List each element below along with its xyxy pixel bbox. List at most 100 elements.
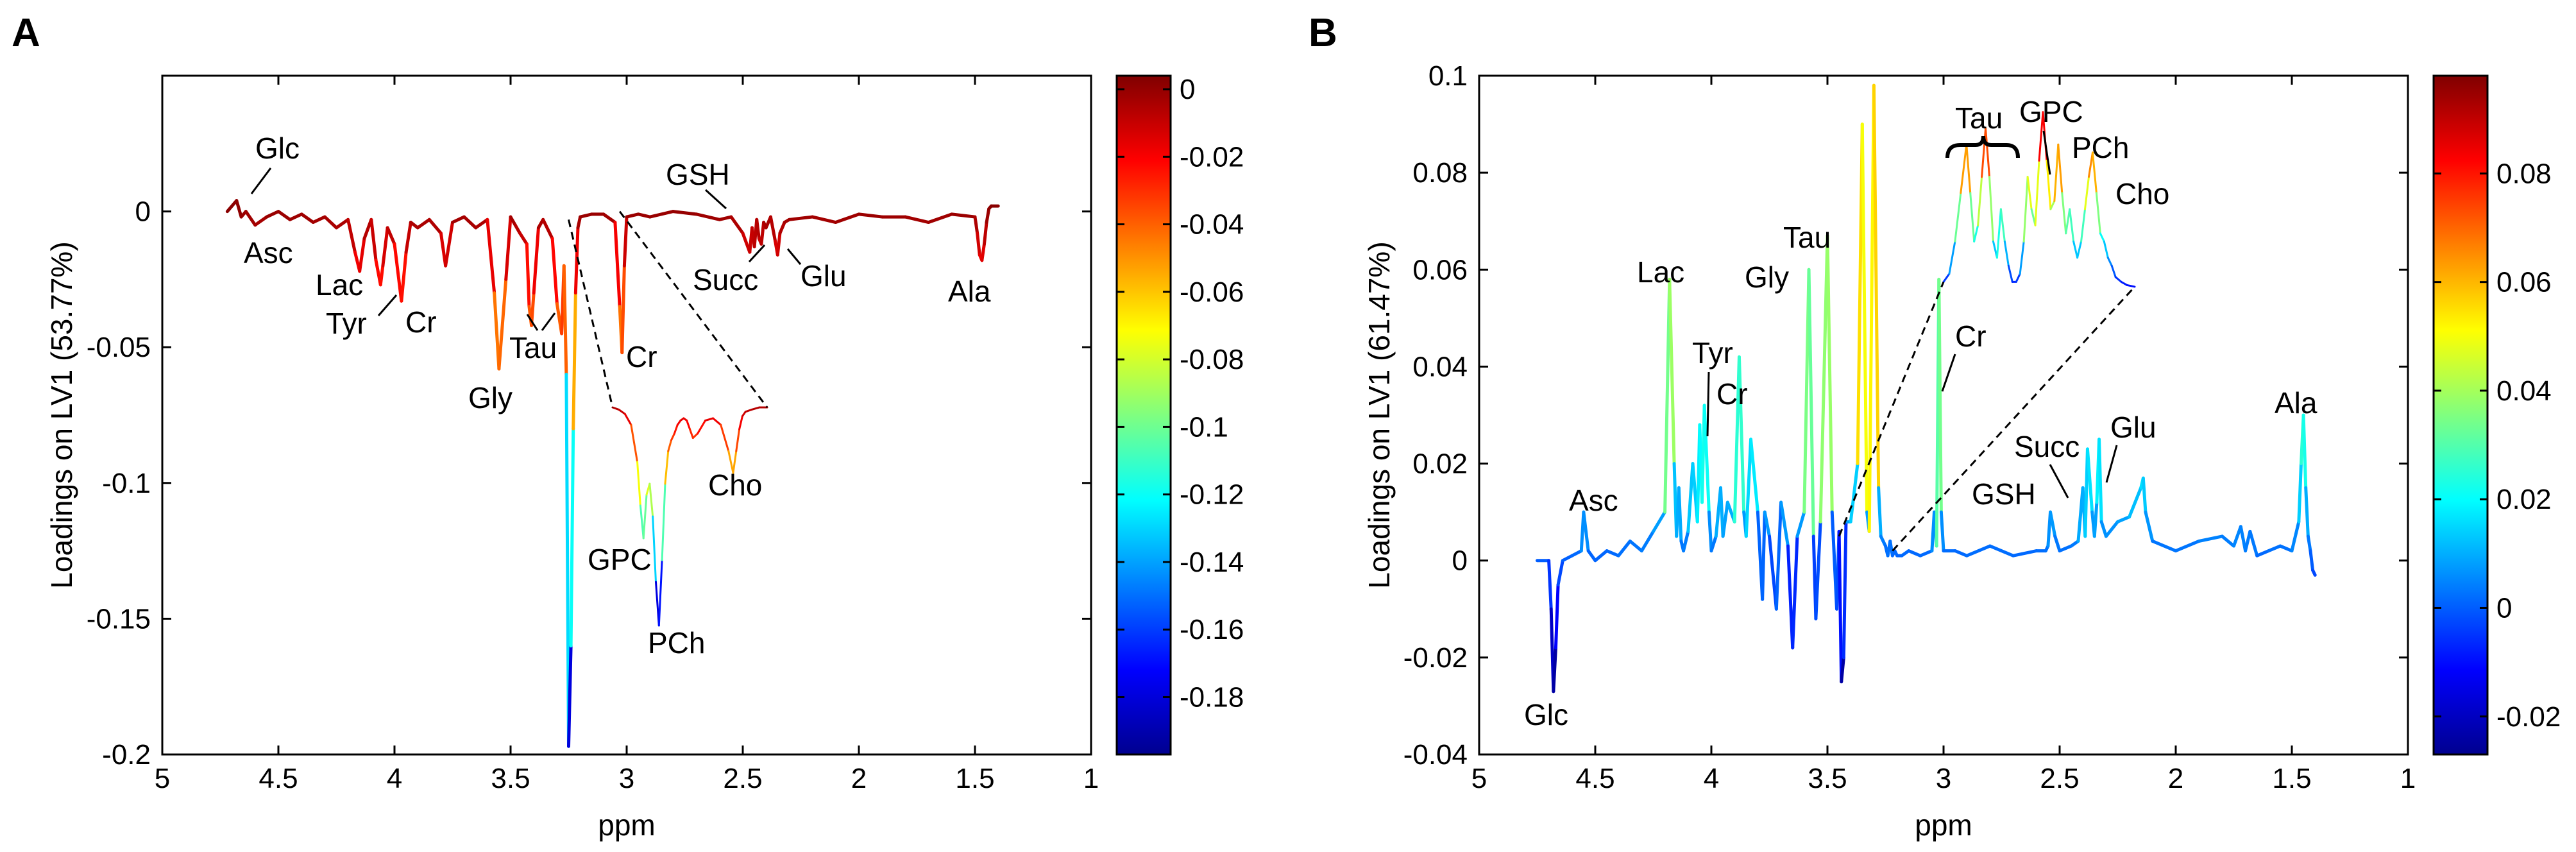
colorbar-tick-label: 0 [2496,592,2512,624]
y-tick-label: 0 [135,196,151,228]
annotation-ala-b: Ala [2275,386,2318,420]
inset-segment [618,408,626,415]
annotation-lac-a: Lac [316,268,363,302]
spectrum-segment [2097,438,2103,524]
spectrum-segment [1814,520,1822,620]
spectrum-segment [2267,544,2282,553]
spectrum-segment [493,291,501,371]
spectrum-segment [1582,510,1590,553]
colorbar-b [2432,74,2489,756]
inset-guide-right [618,210,768,408]
annotation-succ-a: Succ [693,263,758,296]
inset-segment [623,413,632,426]
inset-segment [732,450,738,474]
inset-segment [738,415,743,430]
spectrum-segment [1570,549,1583,558]
spectrum-segment [1807,268,1815,538]
spectrum-segment [2144,510,2155,543]
colorbar-tick-label: -0.1 [1180,411,1228,443]
spectrum-segment [1640,529,1655,553]
x-tick-label: 1 [1083,763,1099,794]
y-tick-label: -0.15 [87,603,151,635]
inset-segment [2106,257,2113,267]
colorbar-ticks-a: 0 -0.02 -0.04 -0.06 -0.08 -0.1 -0.12 -0.14 -0.16… [1117,74,1244,713]
spectrum-segment [2220,534,2235,548]
x-tick-label: 2 [2168,763,2183,794]
spectrum-segment [323,215,338,230]
spectrum-segment [1593,549,1609,563]
inset-segment [1973,224,1979,243]
spectrum-segment [1561,554,1574,563]
inset-segment [648,482,654,518]
spectrum-segment [400,250,408,303]
inset-segment [727,450,734,474]
inset-segment [2114,276,2123,283]
inset-segment [735,428,741,452]
spectrum-segment [532,226,540,295]
spectrum-segment [1556,559,1564,586]
annotation-asc-b: Asc [1569,484,1618,517]
spectrum-segment [381,226,389,268]
colorbar-tick-label: -0.12 [1180,479,1244,511]
annotation-gsh-a: GSH [666,158,730,191]
y-tick-label: 0.02 [1412,448,1468,480]
inset-segment [2099,232,2105,243]
spectrum-segment [1663,277,1672,514]
spectrum-segment [439,231,448,268]
annotation-glc-b: Glc [1524,698,1568,731]
annotation-succ-b: Succ [2014,430,2080,463]
spectrum-segment [358,237,366,273]
inset-segment [1954,192,1962,243]
spectrum-segment [569,427,575,648]
spectrum-segment [2297,462,2303,524]
spectrum-segment [562,264,568,377]
y-tick-label: -0.04 [1403,739,1468,771]
annotation-succ-line-a [748,244,766,263]
annotation-gpc-line-b [2042,130,2051,175]
spectrum-segment [2012,549,2038,558]
inset-segment [667,439,673,452]
inset-segment [1981,127,1987,178]
spectrum-segment [1768,534,1778,611]
spectrum-segment [648,210,675,219]
inset-a [568,210,768,627]
spectrum-segment [811,215,838,225]
x-tick-label: 4 [387,763,402,794]
spectrum-segment [1702,404,1711,514]
annotation-cho-a: Cho [708,468,762,502]
spectrum-segment [518,231,529,246]
spectrum-segment [2128,486,2143,519]
spectrum-segment [497,277,508,371]
annotation-gly-b: Gly [1745,260,1789,294]
spectrum-segment [1737,355,1746,514]
series-b [1536,83,2317,694]
inset-segment [1948,240,1956,275]
colorbar-tick-label: -0.02 [2496,701,2561,733]
spectrum-segment [778,221,786,235]
x-tick-label: 1.5 [2272,763,2311,794]
inset-segment [670,432,675,441]
spectrum-segment [718,215,733,221]
annotation-cr2-line-b [1941,354,1956,392]
spectrum-segment [2104,520,2119,538]
annotation-gsh-line-a [704,189,727,210]
spectrum-segment [474,217,489,230]
inset-segment [664,450,670,485]
inset-segment [2110,264,2117,278]
annotation-tau-inset-b: Tau [1955,101,2003,135]
spectrum-segment [1860,123,1869,514]
inset-segment [2061,192,2067,235]
spectrum-segment [1818,234,1829,524]
annotation-cr2-b: Cr [1955,320,1987,353]
spectrum-segment [567,644,573,748]
inset-segment [2049,200,2056,210]
spectrum-segment [1652,510,1667,533]
spectrum-segment [525,242,531,309]
colorbar-ticks-b: 0.08 0.06 0.04 0.02 0 -0.02 [2434,158,2561,733]
spectrum-segment [1686,462,1695,533]
spectrum-segment [2232,525,2242,548]
spectrum-segment [2301,413,2308,490]
spectrum-segment [573,226,580,295]
colorbar-tick-label: -0.06 [1180,277,1244,308]
